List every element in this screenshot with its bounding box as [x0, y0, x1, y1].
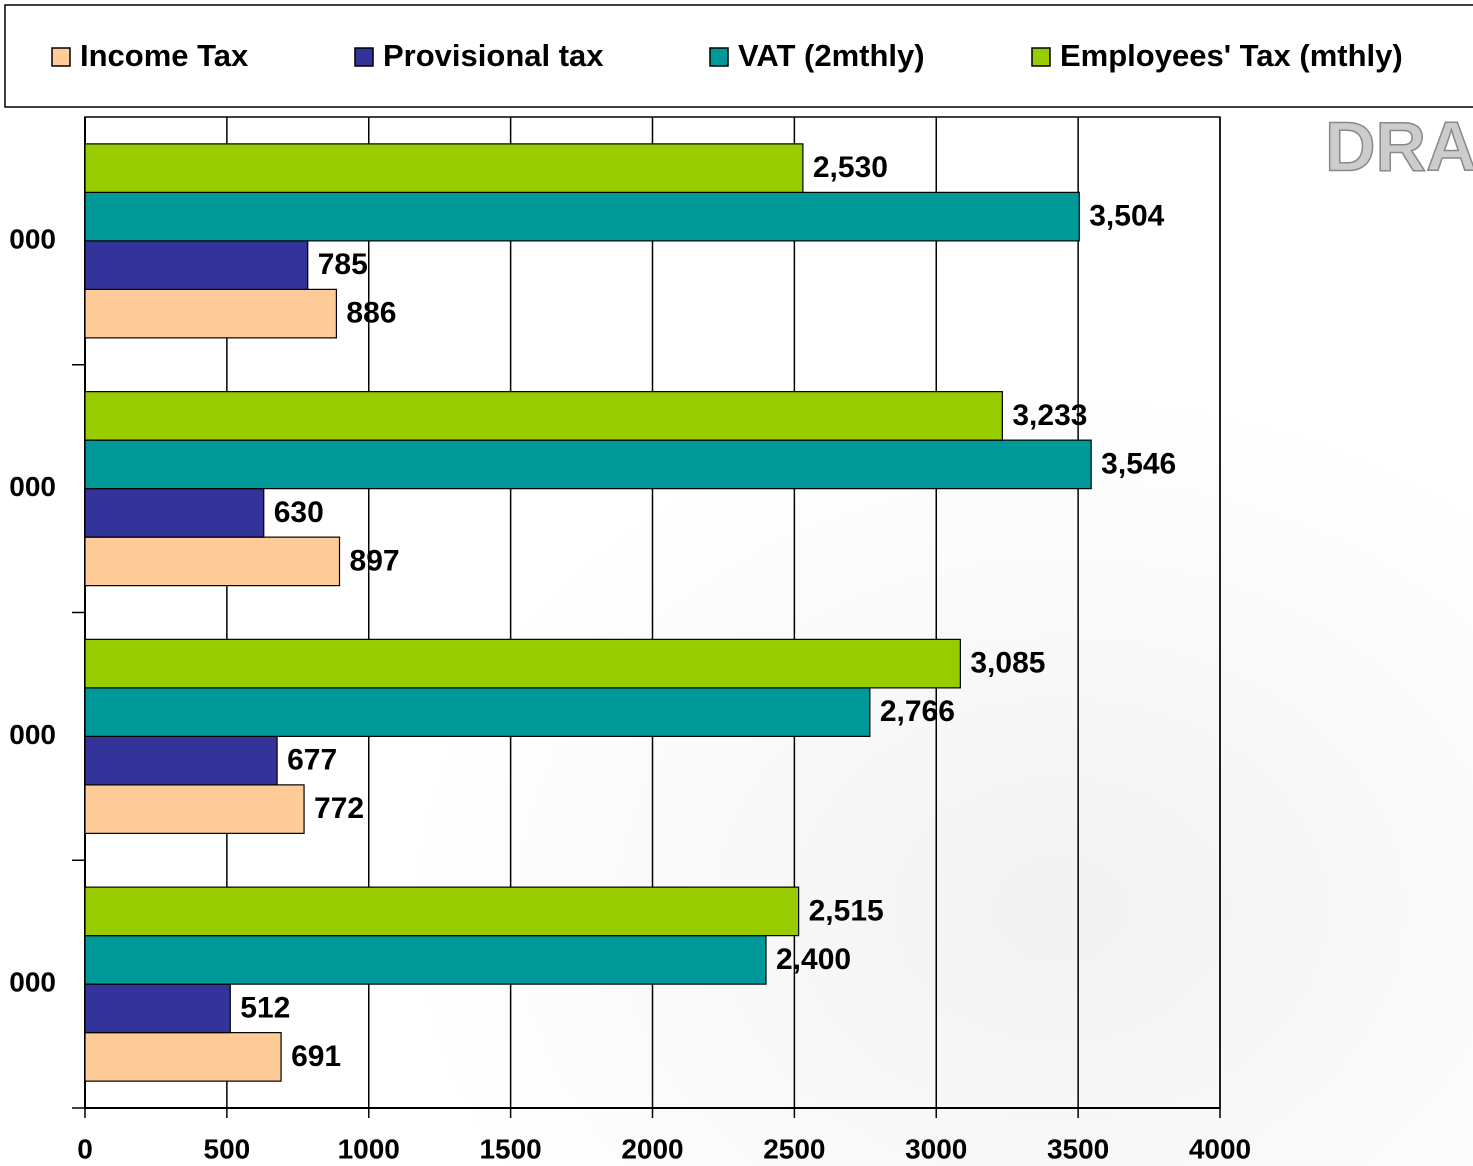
- data-label: 512: [240, 991, 290, 1024]
- bar: [85, 144, 803, 193]
- bar: [85, 736, 277, 785]
- data-label: 2,766: [880, 695, 955, 728]
- bar: [85, 887, 799, 936]
- x-tick-label: 500: [204, 1133, 251, 1164]
- data-label: 772: [314, 792, 364, 825]
- x-tick-label: 3500: [1047, 1133, 1109, 1164]
- x-tick-label: 1000: [338, 1133, 400, 1164]
- bar: [85, 537, 340, 586]
- y-tick-label: 000: [9, 223, 56, 254]
- data-label: 677: [287, 744, 337, 777]
- data-label: 886: [346, 297, 396, 330]
- data-label: 2,530: [813, 151, 888, 184]
- y-tick-label: 000: [9, 967, 56, 998]
- bar: [85, 440, 1091, 489]
- bar: [85, 936, 766, 985]
- legend-label: Provisional tax: [383, 38, 604, 73]
- bar: [85, 289, 336, 338]
- x-tick-label: 0: [77, 1133, 93, 1164]
- bar: [85, 984, 230, 1033]
- bar: [85, 192, 1079, 241]
- legend-swatch: [355, 48, 373, 66]
- data-label: 3,504: [1089, 200, 1164, 233]
- data-label: 3,085: [970, 647, 1045, 680]
- data-label: 2,400: [776, 943, 851, 976]
- legend-swatch: [1032, 48, 1050, 66]
- watermark: DRAFT: [1325, 107, 1473, 185]
- x-tick-label: 2000: [621, 1133, 683, 1164]
- legend-swatch: [710, 48, 728, 66]
- bar: [85, 489, 264, 538]
- y-tick-label: 000: [9, 719, 56, 750]
- data-label: 691: [291, 1040, 341, 1073]
- bar: [85, 392, 1002, 441]
- legend-swatch: [52, 48, 70, 66]
- x-tick-label: 1500: [479, 1133, 541, 1164]
- data-label: 785: [318, 248, 368, 281]
- bar: [85, 241, 308, 290]
- bar: [85, 1033, 281, 1082]
- x-tick-label: 3000: [905, 1133, 967, 1164]
- bar: [85, 785, 304, 834]
- y-tick-label: 000: [9, 471, 56, 502]
- chart: DRAFT 0 500 1000 1500 2000 2500 3000 3500 4000 00…: [0, 0, 1473, 1166]
- legend-label: Employees' Tax (mthly): [1060, 38, 1403, 73]
- bar: [85, 688, 870, 737]
- legend-label: Income Tax: [80, 38, 249, 73]
- legend-label: VAT (2mthly): [738, 38, 925, 73]
- data-label: 630: [274, 496, 324, 529]
- x-tick-label: 2500: [763, 1133, 825, 1164]
- data-label: 2,515: [809, 894, 884, 927]
- x-tick-label: 4000: [1189, 1133, 1251, 1164]
- data-label: 3,546: [1101, 447, 1176, 480]
- data-label: 3,233: [1012, 399, 1087, 432]
- data-label: 897: [350, 544, 400, 577]
- bar: [85, 639, 960, 688]
